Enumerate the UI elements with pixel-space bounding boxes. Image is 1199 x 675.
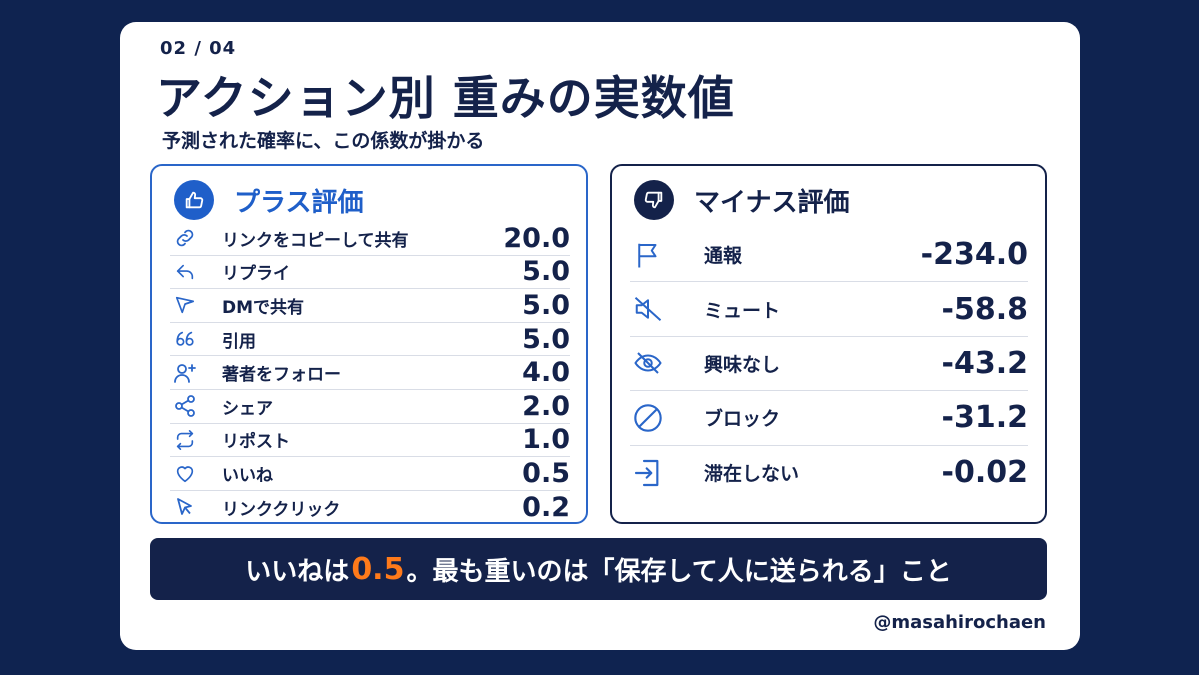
plus-panel: プラス評価 リンクをコピーして共有 20.0 リプライ 5.0 <box>150 164 588 524</box>
plus-item-value: 0.5 <box>522 457 570 489</box>
plus-list: リンクをコピーして共有 20.0 リプライ 5.0 DMで共有 5.0 <box>170 222 570 524</box>
plus-item-label: DMで共有 <box>222 297 305 318</box>
banner-text-before: いいねは <box>245 556 350 587</box>
quote-icon <box>170 327 200 351</box>
share-icon <box>170 394 200 418</box>
plus-item-label: リンククリック <box>222 500 341 521</box>
page-number: 02 / 04 <box>160 38 237 59</box>
link-icon <box>170 226 200 250</box>
minus-item-label: 通報 <box>704 245 743 268</box>
minus-item-value: -43.2 <box>941 345 1028 381</box>
send-icon <box>170 293 200 317</box>
list-item: リプライ 5.0 <box>170 256 570 290</box>
list-item: 通報 -234.0 <box>630 228 1028 283</box>
plus-item-value: 1.0 <box>522 424 570 456</box>
list-item: DMで共有 5.0 <box>170 289 570 323</box>
list-item: リポスト 1.0 <box>170 424 570 458</box>
plus-item-value: 5.0 <box>522 289 570 321</box>
follow-user-icon <box>170 361 200 385</box>
list-item: シェア 2.0 <box>170 390 570 424</box>
page-subtitle: 予測された確率に、この係数が掛かる <box>162 130 485 152</box>
plus-item-label: 著者をフォロー <box>222 365 341 386</box>
heart-icon <box>170 461 200 485</box>
plus-item-value: 20.0 <box>503 222 570 254</box>
list-item: リンククリック 0.2 <box>170 491 570 525</box>
cursor-icon <box>170 496 200 520</box>
plus-panel-title: プラス評価 <box>234 187 364 218</box>
minus-item-label: ブロック <box>704 408 781 431</box>
minus-item-label: 滞在しない <box>704 463 800 486</box>
list-item: いいね 0.5 <box>170 457 570 491</box>
plus-item-value: 0.2 <box>522 492 570 524</box>
flag-icon <box>630 239 666 271</box>
minus-item-value: -234.0 <box>920 237 1028 273</box>
list-item: 著者をフォロー 4.0 <box>170 356 570 390</box>
repost-icon <box>170 428 200 452</box>
minus-item-label: ミュート <box>704 299 781 322</box>
author-handle: @masahirochaen <box>873 612 1046 633</box>
reply-icon <box>170 260 200 284</box>
eye-off-icon <box>630 347 666 379</box>
mute-icon <box>630 293 666 325</box>
banner-highlight-value: 0.5 <box>351 551 405 587</box>
plus-item-value: 2.0 <box>522 390 570 422</box>
minus-panel-title: マイナス評価 <box>694 187 850 218</box>
slide-card: 02 / 04 アクション別 重みの実数値 予測された確率に、この係数が掛かる … <box>120 22 1080 650</box>
block-icon <box>630 402 666 434</box>
list-item: 引用 5.0 <box>170 323 570 357</box>
minus-panel: マイナス評価 通報 -234.0 ミュート -58.8 <box>610 164 1047 524</box>
exit-icon <box>630 457 666 489</box>
list-item: リンクをコピーして共有 20.0 <box>170 222 570 256</box>
thumbs-up-icon <box>174 180 214 220</box>
summary-banner: いいねは 0.5 。最も重いのは「保存して人に送られる」こと <box>150 538 1047 600</box>
plus-panel-header: プラス評価 <box>174 180 363 220</box>
banner-text-after: 。最も重いのは「保存して人に送られる」こと <box>406 556 952 587</box>
minus-item-value: -58.8 <box>941 291 1028 327</box>
plus-item-label: リポスト <box>222 432 290 453</box>
thumbs-down-icon <box>634 180 674 220</box>
plus-item-value: 5.0 <box>522 256 570 288</box>
list-item: ミュート -58.8 <box>630 282 1028 337</box>
plus-item-value: 5.0 <box>522 323 570 355</box>
plus-item-label: リンクをコピーして共有 <box>222 230 409 251</box>
list-item: 滞在しない -0.02 <box>630 446 1028 500</box>
minus-item-value: -31.2 <box>941 400 1028 436</box>
plus-item-label: いいね <box>222 465 273 486</box>
plus-item-value: 4.0 <box>522 357 570 389</box>
plus-item-label: 引用 <box>222 331 256 352</box>
minus-panel-header: マイナス評価 <box>634 180 849 220</box>
minus-item-label: 興味なし <box>704 353 781 376</box>
page-title: アクション別 重みの実数値 <box>156 71 735 125</box>
list-item: ブロック -31.2 <box>630 391 1028 446</box>
minus-list: 通報 -234.0 ミュート -58.8 興味なし -43.2 <box>630 228 1028 500</box>
plus-item-label: リプライ <box>222 264 290 285</box>
plus-item-label: シェア <box>222 398 273 419</box>
minus-item-value: -0.02 <box>941 455 1028 491</box>
list-item: 興味なし -43.2 <box>630 337 1028 392</box>
